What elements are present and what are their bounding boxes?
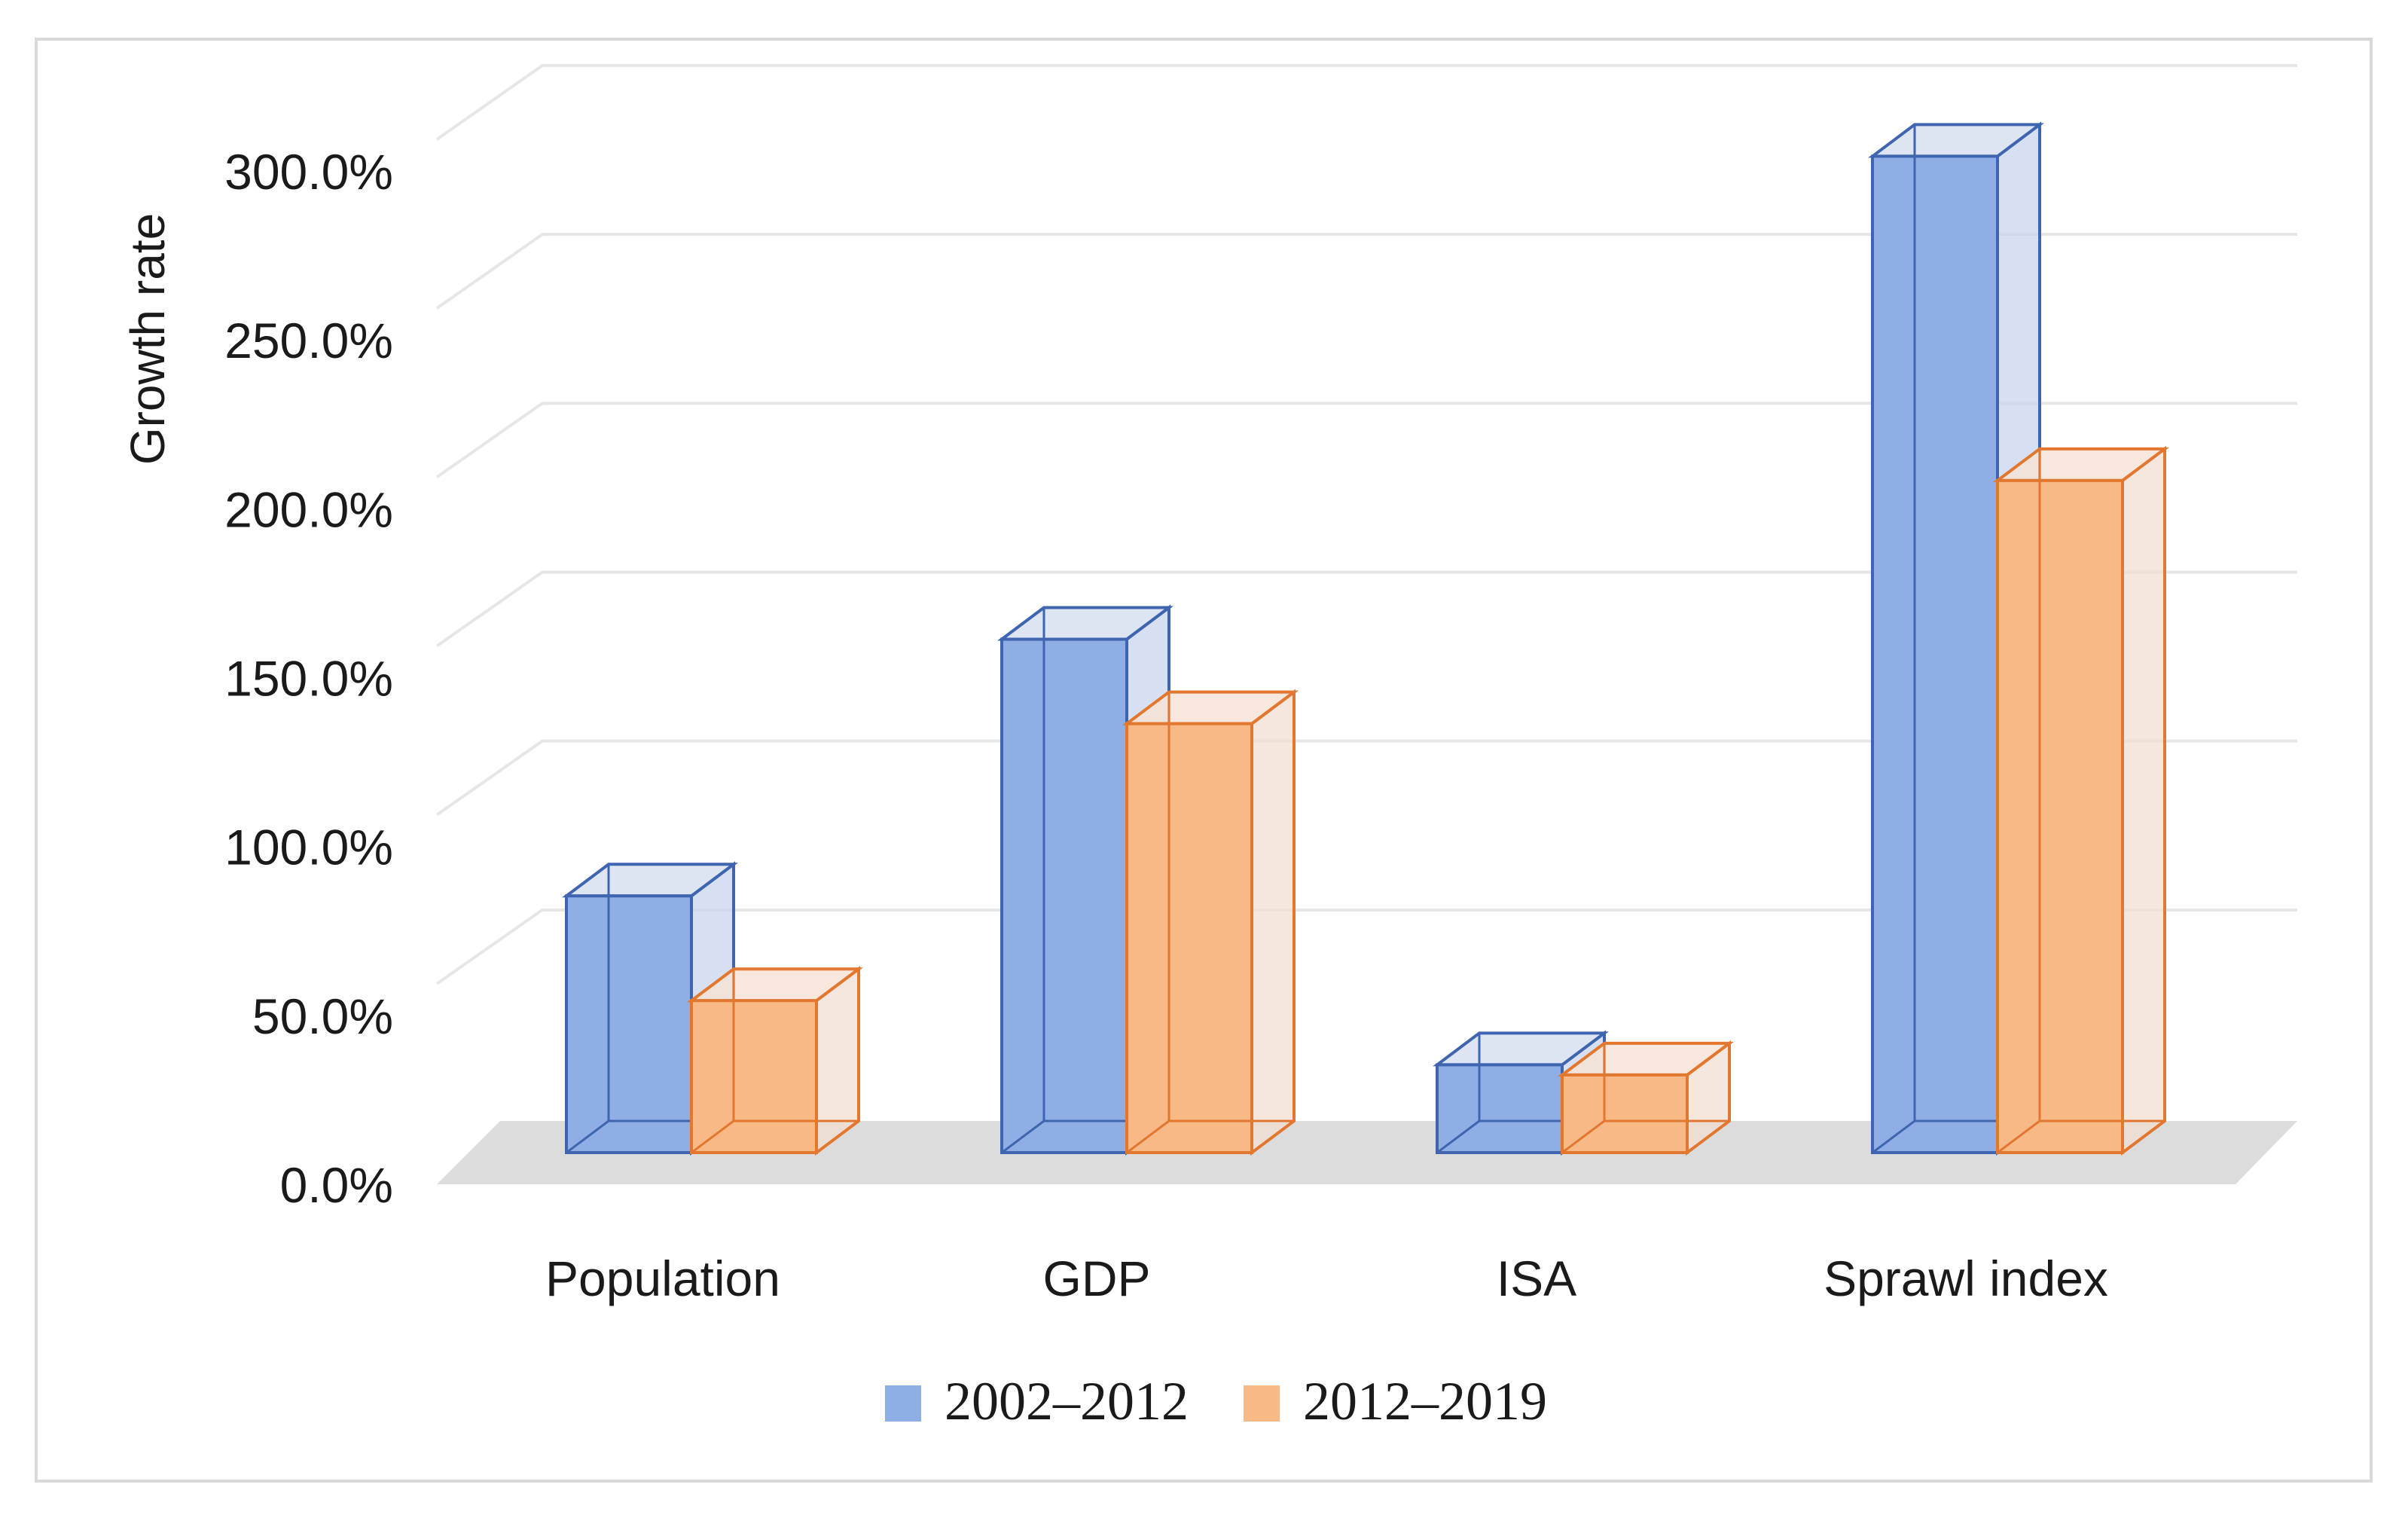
y-tick-label: 50.0% [252,988,393,1044]
y-tick-label: 300.0% [224,144,393,200]
category-label: GDP [1042,1251,1150,1306]
chart-floor [437,1121,2297,1184]
legend-swatch [1244,1385,1280,1422]
bar-face [1000,637,1128,1154]
bar-inner-edge [1872,1119,1915,1154]
bar-face [690,999,818,1154]
bars [562,121,2169,1156]
bar-inner-edge [1436,1119,1480,1154]
floor-plane [437,1121,2297,1184]
bar-isa-2012–2019 [1558,1040,1734,1156]
bar-side [2121,445,2166,1156]
bar-inner-edge [1001,1119,1045,1154]
y-tick-label: 250.0% [224,313,393,368]
gridline [435,739,2297,817]
bar-gdp-2012–2019 [1122,689,1299,1156]
legend-label: 2012–2019 [1303,1371,1547,1431]
category-label: Sprawl index [1824,1251,2108,1306]
bar-face [565,894,693,1155]
bar-inner-edge [1997,1119,2040,1154]
legend: 2002–2012 2012–2019 [885,1371,1547,1431]
y-tick-label: 0.0% [280,1157,393,1213]
bar-inner-edge [566,1119,609,1154]
bar-side [1250,689,1296,1156]
gridline [435,908,2297,985]
category-label: ISA [1497,1251,1576,1306]
category-labels: Population GDP ISA Sprawl index [545,1251,2108,1306]
bar-face [1871,154,1999,1155]
legend-item: 2002–2012 [885,1371,1189,1431]
category-label: Population [545,1251,780,1306]
gridlines [435,64,2297,985]
gridline [435,570,2297,648]
gridline [435,233,2297,310]
bar-inner-edge [691,1119,734,1154]
bar-population-2012–2019 [687,966,863,1156]
gridline [435,402,2297,478]
bar-sprawl-index-2012–2019 [1993,445,2169,1156]
bar-face [1996,478,2124,1154]
bar-face [1125,722,1253,1154]
y-tick-labels: 0.0% 50.0% 100.0% 150.0% 200.0% 250.0% 300.0% [224,144,393,1213]
y-tick-label: 200.0% [224,481,393,537]
legend-label: 2002–2012 [945,1371,1189,1431]
y-axis-title: Growth rate [121,213,175,465]
bar-inner-edge [1126,1119,1170,1154]
legend-swatch [885,1385,921,1422]
legend-item: 2012–2019 [1244,1371,1547,1431]
bar-inner-edge [1561,1119,1605,1154]
y-tick-label: 150.0% [224,651,393,707]
y-tick-label: 100.0% [224,820,393,875]
bar-face [1561,1073,1689,1154]
gridline [435,64,2297,141]
